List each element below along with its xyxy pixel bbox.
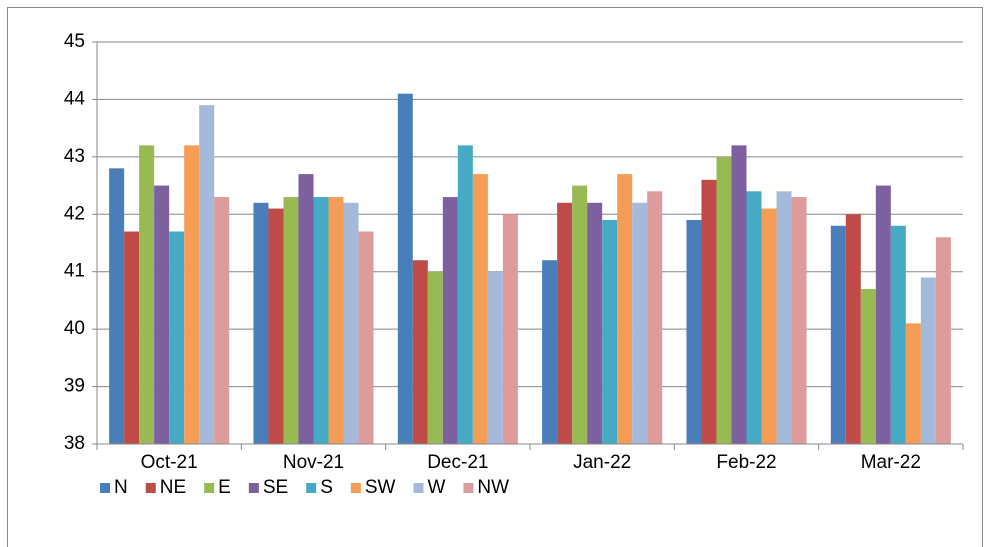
bar — [442, 197, 458, 444]
legend-swatch — [413, 483, 424, 493]
legend-swatch — [204, 483, 215, 493]
bar — [457, 145, 473, 444]
bar — [154, 185, 170, 445]
bar — [701, 179, 717, 445]
x-tick-label: Oct-21 — [141, 452, 198, 473]
y-tick-label: 44 — [64, 88, 86, 109]
bar — [427, 271, 443, 444]
legend-swatch — [145, 483, 156, 493]
x-tick-label: Feb-22 — [716, 452, 776, 473]
bar — [572, 185, 588, 445]
legend-swatch — [248, 483, 259, 493]
bar — [397, 93, 413, 444]
legend-label: SE — [263, 477, 288, 498]
y-tick-label: 40 — [64, 318, 85, 339]
x-tick-label: Mar-22 — [861, 452, 921, 473]
bar — [791, 197, 807, 444]
bar — [602, 220, 618, 444]
bar — [845, 214, 861, 444]
bar — [761, 208, 777, 444]
bar — [472, 174, 488, 445]
bar — [328, 197, 344, 444]
y-tick-label: 43 — [64, 146, 85, 167]
bar — [298, 174, 314, 445]
bar — [776, 191, 792, 444]
bar — [746, 191, 762, 444]
x-tick-label: Dec-21 — [427, 452, 488, 473]
y-tick-label: 45 — [64, 31, 85, 52]
bar — [358, 231, 374, 444]
bar — [647, 191, 663, 444]
legend-label: N — [114, 477, 128, 498]
legend-swatch — [463, 483, 474, 493]
legend-swatch — [306, 483, 317, 493]
bar — [283, 197, 299, 444]
bar — [587, 202, 603, 444]
bar — [502, 214, 518, 444]
bar — [184, 145, 200, 444]
bar — [313, 197, 329, 444]
legend-swatch — [100, 483, 110, 493]
legend-label: E — [218, 477, 231, 498]
bar — [716, 156, 732, 444]
bar — [920, 277, 936, 444]
bar — [124, 231, 140, 444]
bar — [905, 323, 921, 444]
bar — [935, 237, 951, 444]
bar — [199, 105, 215, 445]
y-tick-label: 41 — [64, 261, 85, 282]
bar — [169, 231, 185, 444]
y-tick-label: 38 — [64, 433, 85, 454]
bar — [686, 220, 702, 444]
bar — [830, 225, 846, 444]
bar — [343, 202, 359, 444]
x-tick-label: Jan-22 — [573, 452, 631, 473]
y-tick-label: 39 — [64, 376, 85, 397]
x-tick-label: Nov-21 — [283, 452, 344, 473]
bar — [412, 260, 428, 444]
bar — [890, 225, 906, 444]
y-tick-label: 42 — [64, 203, 85, 224]
bar — [632, 202, 648, 444]
bar — [542, 260, 558, 444]
bar — [139, 145, 155, 444]
legend-label: SW — [365, 477, 396, 498]
bar — [214, 197, 230, 444]
bar — [268, 208, 284, 444]
legend-label: NW — [477, 477, 509, 498]
bar — [487, 271, 503, 444]
bar — [109, 168, 125, 445]
bar — [731, 145, 747, 444]
legend-swatch — [350, 483, 361, 493]
legend-label: W — [427, 477, 445, 498]
bar — [617, 174, 633, 445]
legend-label: NE — [160, 477, 186, 498]
legend-label: S — [320, 477, 333, 498]
bar — [557, 202, 573, 444]
bar — [860, 288, 876, 444]
bar — [253, 202, 269, 444]
bar — [875, 185, 891, 445]
